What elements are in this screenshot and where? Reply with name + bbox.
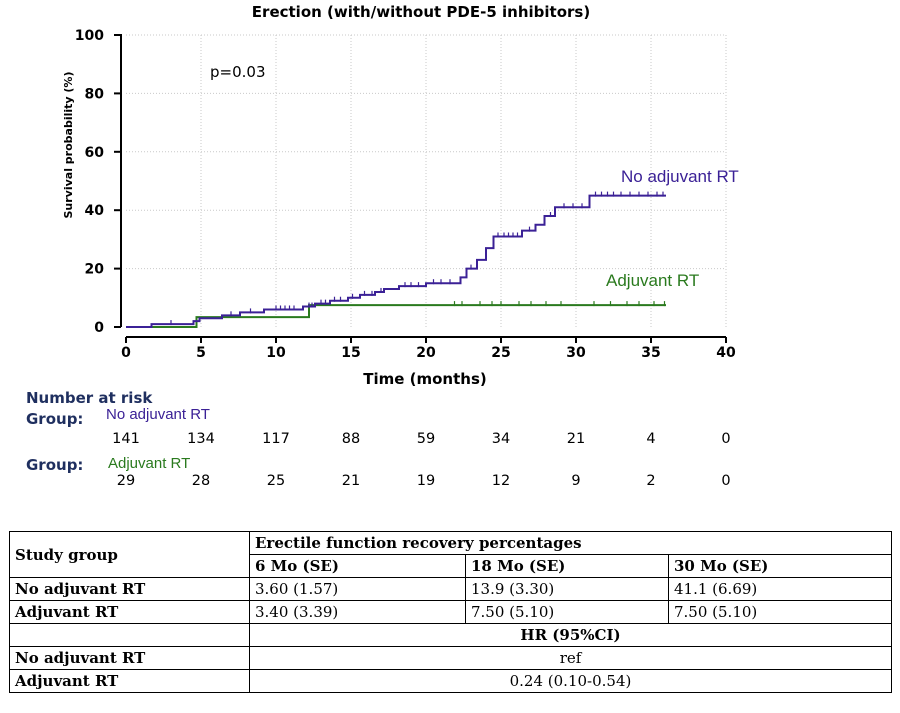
risk-group-name-adjuvant: Adjuvant RT <box>108 455 191 472</box>
at-risk-count: 117 <box>262 431 290 447</box>
at-risk-count: 59 <box>416 431 436 447</box>
risk-group-name-no-adjuvant: No adjuvant RT <box>106 406 210 423</box>
header-30mo: 30 Mo (SE) <box>668 554 892 578</box>
at-risk-count: 28 <box>191 473 211 489</box>
header-6mo: 6 Mo (SE) <box>249 554 466 578</box>
kaplan-meier-chart: Erection (with/without PDE-5 inhibitors)… <box>62 3 739 388</box>
x-tick-label: 15 <box>341 345 360 361</box>
at-risk-count: 141 <box>112 431 140 447</box>
y-tick-label: 20 <box>85 262 105 278</box>
at-risk-count: 134 <box>187 431 215 447</box>
series-label-adjuvant: Adjuvant RT <box>606 271 699 290</box>
cell-value: 41.1 (6.69) <box>668 577 892 601</box>
y-tick-label: 0 <box>94 320 104 336</box>
at-risk-count: 19 <box>416 473 436 489</box>
at-risk-count: 29 <box>116 473 136 489</box>
table-hr-header-row: HR (95%CI) <box>9 623 892 647</box>
cell-value: 13.9 (3.30) <box>465 577 669 601</box>
number-at-risk-title: Number at risk <box>26 389 153 407</box>
table-row: Adjuvant RT 0.24 (0.10-0.54) <box>9 669 892 693</box>
row-label: No adjuvant RT <box>9 577 250 601</box>
survival-curves <box>126 191 666 328</box>
grid-lines <box>126 34 727 327</box>
at-risk-count: 12 <box>491 473 511 489</box>
y-tick-label: 60 <box>85 145 105 161</box>
at-risk-count: 34 <box>491 431 511 447</box>
header-18mo: 18 Mo (SE) <box>465 554 669 578</box>
at-risk-count: 25 <box>266 473 286 489</box>
x-tick-label: 25 <box>491 345 510 361</box>
curve-no-adjuvant <box>126 194 666 328</box>
cell-value: 7.50 (5.10) <box>668 600 892 624</box>
x-tick-label: 20 <box>416 345 436 361</box>
at-risk-count: 0 <box>721 473 731 489</box>
cell-value: 7.50 (5.10) <box>465 600 669 624</box>
x-tick-label: 0 <box>121 345 131 361</box>
group-label-1: Group: <box>26 410 84 428</box>
row-label: Adjuvant RT <box>9 669 250 693</box>
header-recovery: Erectile function recovery percentages <box>249 531 892 555</box>
x-axis-label: Time (months) <box>363 370 487 388</box>
row-label: No adjuvant RT <box>9 646 250 670</box>
header-hr: HR (95%CI) <box>249 623 892 647</box>
x-tick-label: 35 <box>641 345 660 361</box>
at-risk-count: 21 <box>341 473 361 489</box>
y-axis-label: Survival probability (%) <box>62 72 75 219</box>
x-tick-label: 30 <box>566 345 586 361</box>
series-label-no-adjuvant: No adjuvant RT <box>621 167 739 186</box>
table-row: No adjuvant RT ref <box>9 646 892 670</box>
at-risk-count: 0 <box>721 431 731 447</box>
y-tick-label: 80 <box>85 86 105 102</box>
cell-value: ref <box>249 646 892 670</box>
at-risk-count: 9 <box>571 473 581 489</box>
empty-cell <box>9 623 250 647</box>
table-header-row: Study group Erectile function recovery p… <box>9 531 892 578</box>
cell-value: 3.40 (3.39) <box>249 600 466 624</box>
y-tick-label: 100 <box>75 28 104 44</box>
p-value-annotation: p=0.03 <box>210 63 266 81</box>
x-tick-label: 40 <box>716 345 736 361</box>
curve-adjuvant <box>126 304 666 328</box>
at-risk-count: 4 <box>646 431 656 447</box>
row-label: Adjuvant RT <box>9 600 250 624</box>
header-study-group: Study group <box>9 531 250 578</box>
y-tick-label: 40 <box>85 203 105 219</box>
table-row: Adjuvant RT 3.40 (3.39) 7.50 (5.10) 7.50… <box>9 600 892 624</box>
at-risk-count: 88 <box>341 431 361 447</box>
x-tick-label: 10 <box>266 345 286 361</box>
axes: 0 20 40 60 80 100 0 5 10 15 20 25 30 35 40 <box>75 28 736 361</box>
cell-value: 0.24 (0.10-0.54) <box>249 669 892 693</box>
table-row: No adjuvant RT 3.60 (1.57) 13.9 (3.30) 4… <box>9 577 892 601</box>
group-label-2: Group: <box>26 456 84 474</box>
cell-value: 3.60 (1.57) <box>249 577 466 601</box>
at-risk-count: 2 <box>646 473 656 489</box>
x-tick-label: 5 <box>196 345 206 361</box>
recovery-table: Study group Erectile function recovery p… <box>9 531 892 693</box>
at-risk-count: 21 <box>566 431 586 447</box>
chart-title: Erection (with/without PDE-5 inhibitors) <box>252 3 590 21</box>
